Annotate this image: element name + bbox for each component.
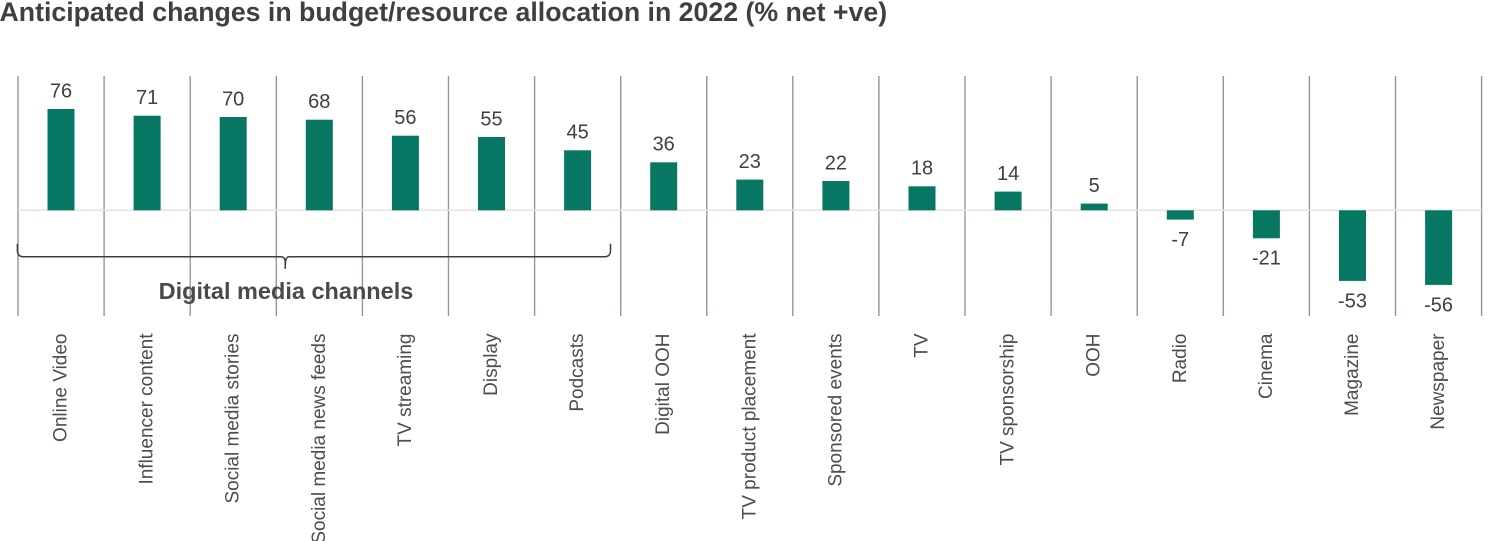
- svg-text:Display: Display: [481, 333, 502, 396]
- svg-text:Online Video: Online Video: [51, 334, 72, 442]
- svg-text:36: 36: [653, 134, 675, 156]
- svg-text:OOH: OOH: [1084, 334, 1105, 377]
- svg-text:18: 18: [911, 158, 933, 180]
- svg-text:70: 70: [222, 88, 244, 110]
- svg-text:TV: TV: [912, 333, 933, 358]
- svg-text:Radio: Radio: [1170, 334, 1191, 384]
- svg-text:Digital media channels: Digital media channels: [159, 278, 414, 304]
- svg-text:22: 22: [825, 152, 847, 174]
- svg-text:55: 55: [480, 108, 502, 130]
- svg-text:Digital OOH: Digital OOH: [653, 334, 674, 435]
- svg-text:-56: -56: [1424, 294, 1453, 316]
- svg-text:Cinema: Cinema: [1256, 333, 1277, 399]
- svg-text:68: 68: [308, 91, 330, 113]
- svg-text:-53: -53: [1338, 290, 1367, 312]
- svg-text:Influencer content: Influencer content: [137, 333, 158, 485]
- svg-text:23: 23: [739, 151, 761, 173]
- svg-text:5: 5: [1089, 175, 1100, 197]
- svg-text:TV product placement: TV product placement: [739, 333, 760, 520]
- svg-text:Newspaper: Newspaper: [1428, 333, 1449, 430]
- svg-text:Social media news feeds: Social media news feeds: [309, 334, 330, 541]
- svg-text:TV streaming: TV streaming: [395, 334, 416, 447]
- svg-text:56: 56: [394, 107, 416, 129]
- svg-text:76: 76: [50, 80, 72, 102]
- svg-text:45: 45: [566, 122, 588, 144]
- svg-text:-21: -21: [1252, 248, 1281, 270]
- svg-text:Magazine: Magazine: [1342, 334, 1363, 416]
- svg-text:Social media stories: Social media stories: [223, 334, 244, 504]
- svg-text:71: 71: [136, 87, 158, 109]
- svg-text:TV sponsorship: TV sponsorship: [998, 334, 1019, 466]
- svg-text:Podcasts: Podcasts: [567, 334, 588, 412]
- svg-text:Sponsored events: Sponsored events: [825, 334, 846, 487]
- svg-text:-7: -7: [1171, 229, 1189, 251]
- svg-text:Anticipated changes in budget/: Anticipated changes in budget/resource a…: [0, 0, 887, 27]
- svg-text:14: 14: [997, 163, 1019, 185]
